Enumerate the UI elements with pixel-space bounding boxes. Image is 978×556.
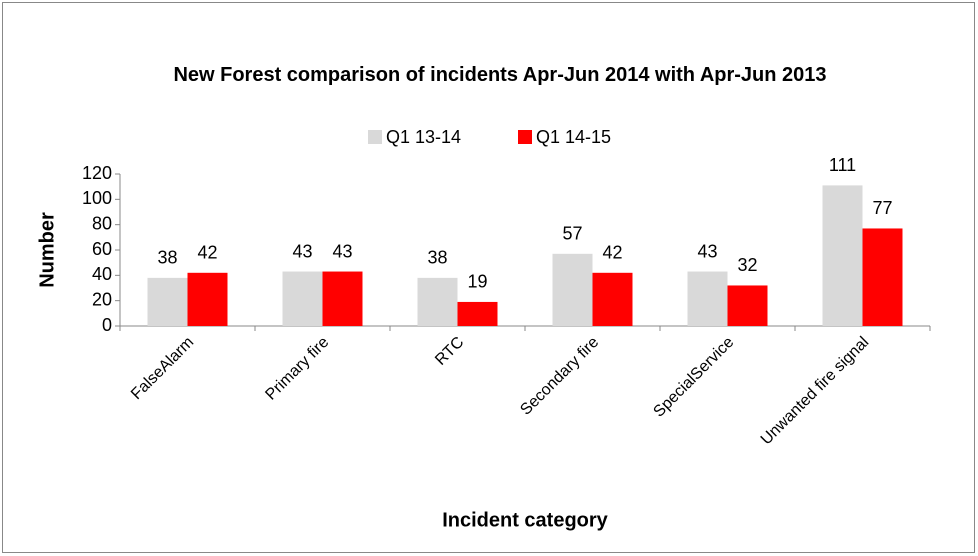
y-tick-label: 80 [92, 213, 112, 233]
chart-title: New Forest comparison of incidents Apr-J… [173, 64, 827, 86]
bar [322, 271, 363, 326]
x-axis-label: Incident category [442, 509, 608, 531]
legend-label: Q1 14-15 [536, 127, 611, 147]
y-axis-label: Number [36, 212, 58, 288]
value-label: 42 [602, 243, 622, 263]
legend-swatch [368, 130, 382, 144]
bar [417, 277, 458, 326]
bar [592, 272, 633, 326]
value-label: 19 [467, 272, 487, 292]
y-tick-label: 120 [82, 163, 112, 183]
bar [727, 285, 768, 326]
value-label: 38 [157, 248, 177, 268]
bar [282, 271, 323, 326]
value-label: 43 [697, 241, 717, 261]
y-tick-label: 20 [92, 289, 112, 309]
bar [457, 301, 498, 326]
value-label: 57 [562, 224, 582, 244]
value-label: 111 [829, 155, 856, 175]
bar [552, 253, 593, 326]
value-label: 43 [332, 241, 352, 261]
value-label: 43 [292, 241, 312, 261]
y-tick-label: 0 [102, 315, 112, 335]
y-tick-label: 100 [82, 188, 112, 208]
bar [147, 277, 188, 326]
bar [862, 228, 903, 326]
legend-swatch [518, 130, 532, 144]
bar [187, 272, 228, 326]
bar [687, 271, 728, 326]
bar [822, 185, 863, 326]
value-label: 77 [872, 198, 892, 218]
legend-label: Q1 13-14 [386, 127, 461, 147]
value-label: 32 [737, 255, 757, 275]
y-tick-label: 40 [92, 264, 112, 284]
value-label: 38 [427, 248, 447, 268]
value-label: 42 [197, 243, 217, 263]
y-tick-label: 60 [92, 239, 112, 259]
